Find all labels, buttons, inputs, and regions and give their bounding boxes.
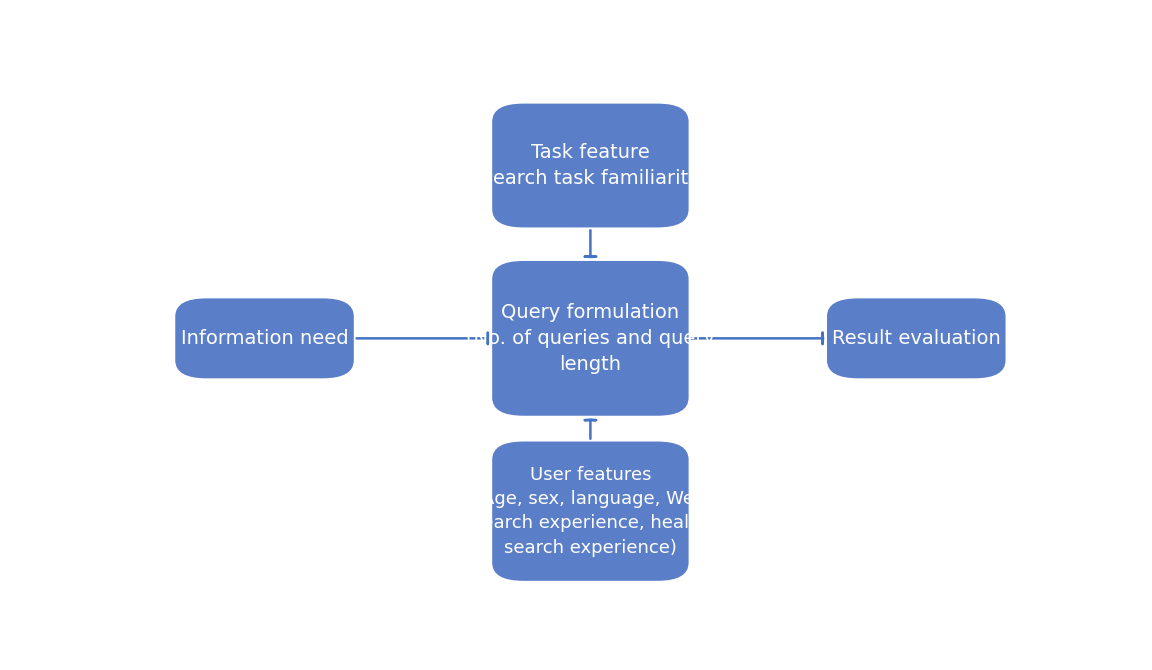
Text: Information need: Information need xyxy=(181,329,348,348)
Text: Result evaluation: Result evaluation xyxy=(832,329,1001,348)
FancyBboxPatch shape xyxy=(175,298,354,379)
FancyBboxPatch shape xyxy=(492,442,689,581)
FancyBboxPatch shape xyxy=(827,298,1006,379)
Text: Task feature
(Search task familiarity): Task feature (Search task familiarity) xyxy=(473,143,707,188)
Text: Query formulation
(No. of queries and query
length: Query formulation (No. of queries and qu… xyxy=(465,303,715,374)
Text: User features
(Age, sex, language, Web
search experience, health
search experien: User features (Age, sex, language, Web s… xyxy=(473,466,707,557)
FancyBboxPatch shape xyxy=(492,104,689,227)
FancyBboxPatch shape xyxy=(492,261,689,415)
